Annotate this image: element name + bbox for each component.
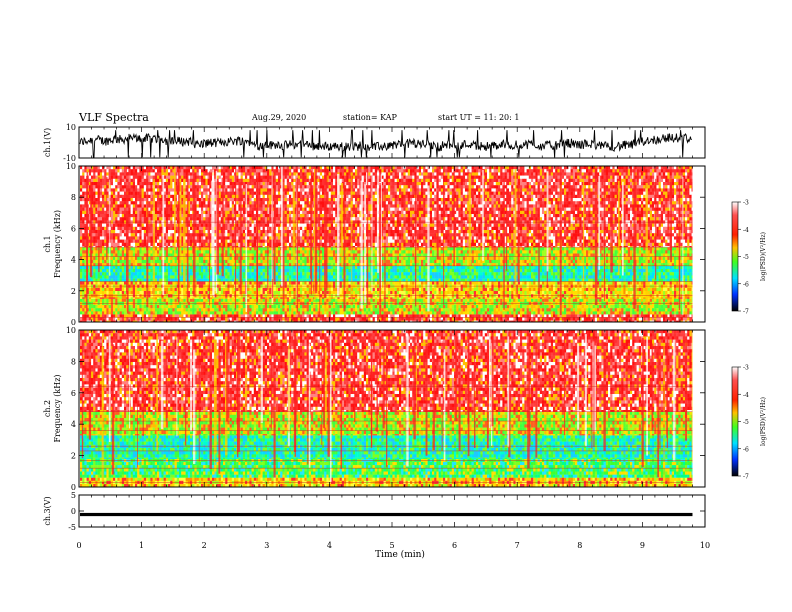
x-tick-label: 7 — [515, 541, 520, 550]
ch1-colorbar-tick-label: -3 — [743, 200, 749, 207]
x-tick-label: 8 — [577, 541, 582, 550]
ch1-colorbar: -3 -4 -5 -6 -7 log(PSD)(V²/Hz) — [732, 200, 767, 316]
ch1-waveform-ylabel: ch.1(V) — [43, 128, 52, 157]
ch3-waveform-panel: 5 0 -5 ch.3(V) — [43, 491, 705, 532]
ch1-colorbar-scale — [732, 202, 738, 311]
x-tick-label: 3 — [264, 541, 269, 550]
ch1-colorbar-tick-label: -6 — [743, 281, 749, 288]
ch2-spectrogram-ylabel: Frequency (kHz) — [53, 374, 62, 442]
ch1-spectrogram-ytick-label: 4 — [71, 256, 76, 265]
x-tick-label: 1 — [139, 541, 144, 550]
ch1-waveform-ytick-label: 10 — [66, 123, 76, 132]
ch3-waveform-ytick-label: 5 — [71, 491, 76, 500]
ch2-spectrogram-ytick-label: 10 — [66, 326, 76, 335]
ch1-spectrogram-ytick-label: 6 — [71, 224, 76, 233]
x-tick-label: 9 — [640, 541, 645, 550]
ch3-waveform-ytick-label: 0 — [71, 507, 76, 516]
ch1-colorbar-label: log(PSD)(V²/Hz) — [760, 232, 767, 281]
ch1-waveform-trace — [80, 130, 692, 157]
x-tick-label: 2 — [202, 541, 207, 550]
x-axis-label: Time (min) — [375, 549, 425, 560]
x-tick-label: 4 — [327, 541, 332, 550]
time-axis: 0 1 2 3 4 5 6 7 8 9 10 — [76, 541, 710, 550]
ch2-spectrogram-empty-region — [692, 330, 705, 487]
x-tick-label: 0 — [76, 541, 81, 550]
ch2-spectrogram-ytick-label: 4 — [71, 420, 76, 429]
ch1-colorbar-tick-label: -5 — [743, 254, 749, 261]
ch2-colorbar-tick-label: -5 — [743, 419, 749, 426]
ch2-spectrogram-ytick-label: 8 — [71, 357, 76, 366]
ch2-spectrogram-ytick-label: 6 — [71, 389, 76, 398]
ch2-spectrogram-ylabel: ch.2 — [43, 400, 52, 417]
ch1-colorbar-tick-label: -7 — [743, 309, 749, 316]
x-tick-label: 5 — [389, 541, 394, 550]
ch2-colorbar-scale — [732, 367, 738, 476]
ch2-spectrogram-ytick-label: 2 — [71, 452, 76, 461]
ch2-spectrogram-cells — [80, 330, 694, 487]
ch1-colorbar-tick-label: -4 — [743, 227, 749, 234]
ch2-colorbar-tick-label: -4 — [743, 392, 749, 399]
ch1-spectrogram-ylabel: ch.1 — [43, 235, 52, 252]
x-tick-label: 10 — [700, 541, 710, 550]
ch1-spectrogram-ytick-label: 8 — [71, 193, 76, 202]
ch3-waveform-ytick-label: -5 — [68, 523, 76, 532]
ch2-colorbar-tick-label: -7 — [743, 474, 749, 481]
x-tick-label: 6 — [452, 541, 457, 550]
ch1-spectrogram-ylabel: Frequency (kHz) — [53, 210, 62, 278]
ch3-waveform-ylabel: ch.3(V) — [43, 496, 52, 525]
ch1-spectrogram-ytick-label: 2 — [71, 287, 76, 296]
ch1-spectrogram-ytick-label: 10 — [66, 162, 76, 171]
ch2-colorbar-tick-label: -6 — [743, 446, 749, 453]
ch2-colorbar-label: log(PSD)(V²/Hz) — [760, 397, 767, 446]
ch1-spectrogram-cells — [80, 166, 694, 322]
ch1-spectrogram-empty-region — [692, 166, 705, 322]
ch2-colorbar-tick-label: -3 — [743, 365, 749, 372]
ch2-colorbar: -3 -4 -5 -6 -7 log(PSD)(V²/Hz) — [732, 365, 767, 481]
ch3-waveform-trace — [80, 513, 692, 516]
